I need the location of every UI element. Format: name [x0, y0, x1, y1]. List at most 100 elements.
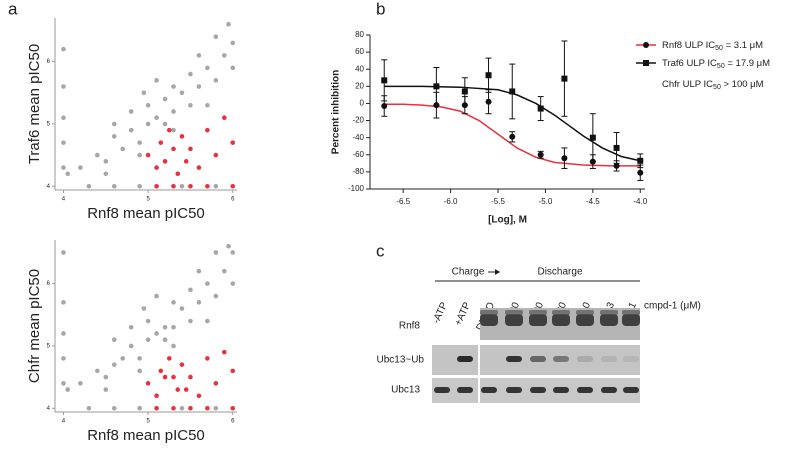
point: [61, 165, 66, 170]
legend-text: Chfr ULP IC: [662, 79, 713, 90]
lane-label: 1: [627, 300, 640, 310]
point: [188, 146, 193, 152]
point: [137, 405, 142, 411]
point: [65, 387, 70, 392]
point: [154, 115, 159, 121]
western-blot: Charge Discharge cmpd-1 (μM) Rnf8 Ubc13~…: [376, 267, 701, 403]
point: [222, 268, 227, 274]
legend-text: = 3.1 μM: [723, 40, 763, 51]
y-tick-label: 0: [360, 99, 365, 108]
marker: [537, 151, 544, 158]
point: [154, 331, 159, 336]
legend-sub: 50: [717, 63, 725, 70]
y-tick-label: 6: [47, 59, 51, 65]
point: [145, 318, 151, 324]
band: [623, 356, 639, 362]
point: [179, 306, 185, 311]
marker: [637, 157, 644, 164]
y-tick-label: -100: [348, 184, 365, 193]
marker: [381, 77, 388, 84]
band: [457, 387, 473, 393]
legend-text: Traf6 ULP IC: [662, 58, 717, 69]
point: [196, 84, 202, 89]
band: [623, 387, 639, 393]
band: [481, 387, 497, 393]
marker: [561, 155, 568, 162]
band: [457, 356, 473, 362]
point: [183, 159, 189, 164]
point: [120, 356, 126, 361]
point: [196, 165, 202, 170]
marker: [509, 88, 516, 95]
band: [530, 356, 546, 362]
band: [480, 314, 498, 326]
point: [213, 250, 219, 255]
point: [188, 318, 193, 324]
lane-label: -ATP: [431, 300, 450, 325]
row-label: Rnf8: [399, 321, 421, 332]
point: [230, 281, 236, 286]
point: [188, 374, 193, 380]
point: [158, 140, 164, 145]
point: [188, 102, 193, 108]
x-tick-label: -4.0: [633, 197, 647, 206]
point: [171, 374, 176, 380]
marker: [561, 75, 568, 82]
point: [137, 356, 142, 361]
point: [120, 146, 126, 152]
point: [95, 368, 100, 374]
point: [230, 405, 236, 411]
band: [601, 356, 617, 362]
point: [128, 109, 134, 114]
marker: [509, 133, 516, 140]
point: [61, 115, 66, 121]
point: [213, 34, 219, 39]
point: [145, 152, 151, 158]
y-tick-label: 6: [47, 281, 51, 287]
panel-letter: a: [8, 0, 18, 18]
row-label: Ubc13~Ub: [376, 355, 424, 366]
legend-text: > 100 μM: [721, 79, 764, 90]
marker: [485, 98, 492, 105]
point: [230, 65, 236, 71]
point: [111, 134, 117, 139]
point: [162, 337, 168, 343]
point: [171, 405, 176, 411]
legend-marker: [643, 60, 649, 66]
band: [622, 314, 640, 326]
band: [530, 387, 546, 393]
point: [230, 183, 236, 189]
point: [205, 281, 210, 286]
legend-sub: 50: [715, 45, 723, 52]
band: [553, 356, 569, 362]
point: [188, 287, 193, 293]
point: [137, 152, 142, 158]
point: [111, 362, 117, 367]
point: [205, 102, 210, 108]
point: [226, 21, 231, 27]
point: [128, 127, 134, 133]
y-tick-label: 20: [355, 81, 364, 90]
point: [230, 140, 236, 145]
point: [171, 127, 176, 133]
point: [179, 90, 185, 96]
point: [230, 40, 236, 46]
point: [61, 250, 66, 255]
point: [154, 293, 159, 299]
legend-marker: [643, 42, 649, 48]
point: [213, 293, 219, 299]
point: [222, 349, 227, 355]
fit-curve: [384, 85, 641, 162]
point: [103, 387, 109, 392]
y-tick-label: 40: [355, 64, 364, 73]
arrow-head: [495, 269, 500, 275]
point: [86, 183, 92, 189]
point: [103, 171, 109, 177]
point: [175, 387, 181, 392]
point: [137, 368, 142, 374]
point: [205, 405, 210, 411]
blot-header: Discharge: [537, 267, 582, 278]
marker: [461, 88, 468, 95]
x-tick-label: 5: [146, 419, 150, 425]
point: [171, 109, 176, 114]
